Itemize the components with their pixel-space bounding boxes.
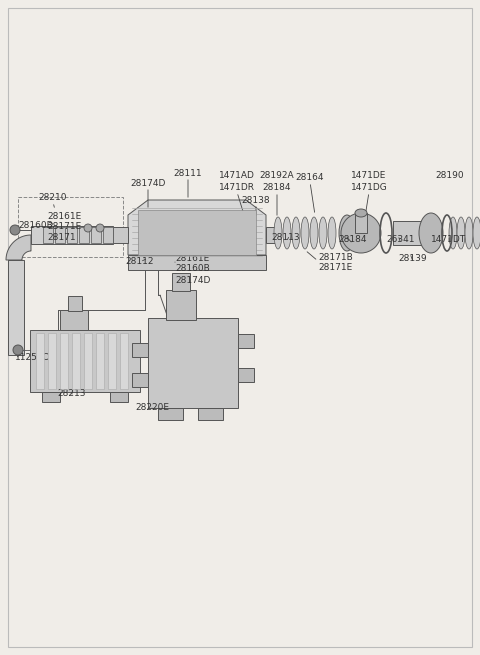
Text: 28161E: 28161E xyxy=(47,212,81,221)
Text: 1471DR: 1471DR xyxy=(219,183,255,193)
Text: 1471DE: 1471DE xyxy=(351,172,387,181)
Bar xyxy=(67,227,77,243)
Bar xyxy=(113,227,128,243)
Bar xyxy=(132,343,148,357)
Bar xyxy=(166,290,196,320)
Bar xyxy=(158,408,183,420)
Text: 26341: 26341 xyxy=(387,236,415,244)
Text: 28139: 28139 xyxy=(399,253,427,263)
Ellipse shape xyxy=(10,225,20,235)
Ellipse shape xyxy=(96,224,104,232)
Text: 28171: 28171 xyxy=(47,233,76,242)
Text: 28171B: 28171B xyxy=(318,252,353,261)
Bar xyxy=(138,210,256,255)
Bar xyxy=(132,373,148,387)
Text: 28160B: 28160B xyxy=(175,265,210,274)
Bar xyxy=(103,227,113,243)
Text: 28184: 28184 xyxy=(339,236,367,244)
Bar xyxy=(60,310,88,330)
Ellipse shape xyxy=(473,217,480,249)
Text: 28213: 28213 xyxy=(58,388,86,398)
Text: 28138: 28138 xyxy=(242,195,270,204)
Text: 28160B: 28160B xyxy=(18,221,53,229)
Text: 28171E: 28171E xyxy=(47,223,81,231)
Bar xyxy=(42,392,60,402)
Bar xyxy=(36,333,44,389)
Bar xyxy=(18,197,123,257)
Polygon shape xyxy=(128,200,266,255)
Ellipse shape xyxy=(274,217,282,249)
Bar xyxy=(68,296,82,311)
Ellipse shape xyxy=(328,217,336,249)
Text: 28171E: 28171E xyxy=(318,263,352,272)
Ellipse shape xyxy=(339,215,355,251)
Text: 28111: 28111 xyxy=(174,168,202,178)
Bar xyxy=(72,333,80,389)
Text: 1125KC: 1125KC xyxy=(15,354,49,362)
Ellipse shape xyxy=(355,209,367,217)
Bar xyxy=(96,333,104,389)
Text: 28210: 28210 xyxy=(39,193,67,202)
Bar xyxy=(43,227,53,243)
Bar xyxy=(238,368,254,382)
Bar xyxy=(172,273,190,291)
Bar xyxy=(8,260,24,355)
Bar xyxy=(393,221,423,245)
Text: 28184: 28184 xyxy=(263,183,291,193)
Bar xyxy=(18,197,123,257)
Polygon shape xyxy=(128,255,266,270)
Bar xyxy=(55,227,65,243)
Bar xyxy=(198,408,223,420)
Text: 28113: 28113 xyxy=(272,233,300,242)
Polygon shape xyxy=(6,235,31,260)
Bar xyxy=(30,330,140,392)
Text: 28190: 28190 xyxy=(435,170,464,179)
Text: 28192A: 28192A xyxy=(260,172,294,181)
Text: 28220E: 28220E xyxy=(135,403,169,413)
Bar xyxy=(148,318,238,408)
Text: 1471AD: 1471AD xyxy=(219,172,255,181)
Bar xyxy=(31,226,113,244)
Ellipse shape xyxy=(13,345,23,355)
Ellipse shape xyxy=(457,217,465,249)
Ellipse shape xyxy=(283,217,291,249)
Text: 1471DT: 1471DT xyxy=(432,236,467,244)
Bar xyxy=(108,333,116,389)
Bar xyxy=(266,227,278,243)
Text: 28112: 28112 xyxy=(126,257,154,267)
Ellipse shape xyxy=(465,217,473,249)
Bar xyxy=(79,227,89,243)
Ellipse shape xyxy=(449,217,457,249)
Bar xyxy=(110,392,128,402)
Text: 28174D: 28174D xyxy=(130,179,166,187)
Bar xyxy=(48,333,56,389)
Ellipse shape xyxy=(84,224,92,232)
Bar xyxy=(84,333,92,389)
Bar xyxy=(60,333,68,389)
Ellipse shape xyxy=(292,217,300,249)
Text: 28164: 28164 xyxy=(296,174,324,183)
Text: 28161E: 28161E xyxy=(175,253,209,263)
Bar xyxy=(238,334,254,348)
Text: 28174D: 28174D xyxy=(175,276,210,284)
Text: 1471DG: 1471DG xyxy=(350,183,387,193)
Bar xyxy=(355,213,367,233)
Ellipse shape xyxy=(341,213,381,253)
Ellipse shape xyxy=(319,217,327,249)
Bar xyxy=(91,227,101,243)
Ellipse shape xyxy=(301,217,309,249)
Bar xyxy=(120,333,128,389)
Ellipse shape xyxy=(419,213,443,253)
Ellipse shape xyxy=(310,217,318,249)
